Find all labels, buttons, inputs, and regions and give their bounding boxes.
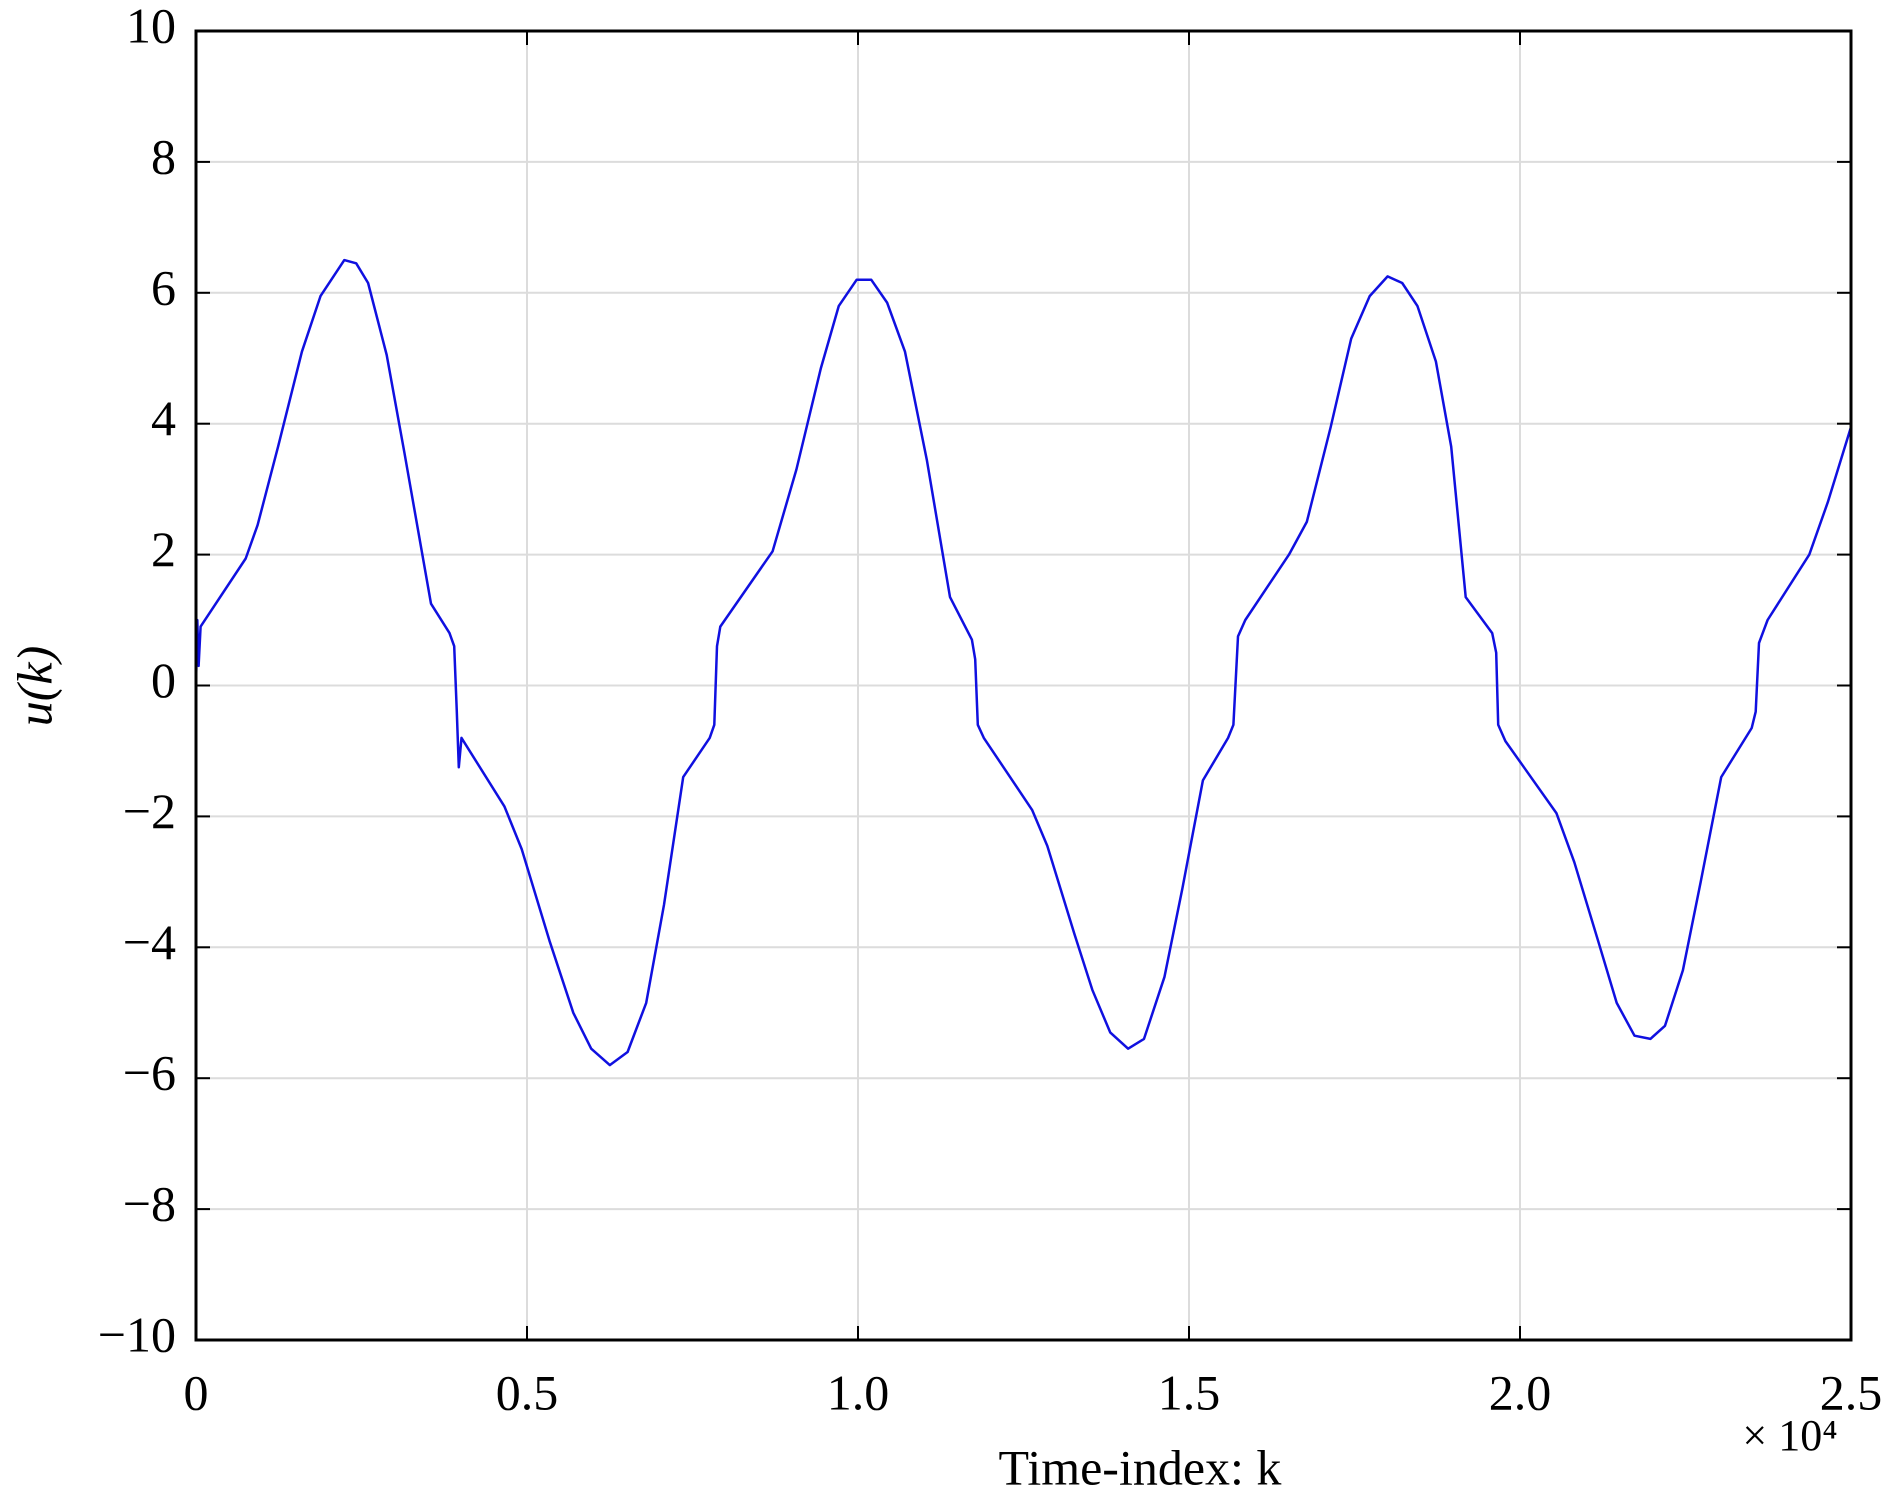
data-line <box>194 258 1853 1067</box>
x-tick-label: 1.0 <box>827 1364 890 1420</box>
y-tick-label: −10 <box>98 1306 176 1362</box>
y-tick-label: 2 <box>151 521 176 577</box>
y-tick-label: 10 <box>126 0 176 53</box>
y-tick-label: −2 <box>123 783 176 839</box>
x-tick-label: 0.5 <box>496 1364 559 1420</box>
y-tick-label: 0 <box>151 652 176 708</box>
x-tick-label: 1.5 <box>1158 1364 1221 1420</box>
x-tick-label: 2.5 <box>1820 1364 1883 1420</box>
x-tick-label: 2.0 <box>1489 1364 1552 1420</box>
x-tick-label: 0 <box>184 1364 209 1420</box>
y-tick-label: 6 <box>151 259 176 315</box>
plot-frame <box>194 29 1853 1342</box>
y-tick-label: −4 <box>123 914 176 970</box>
x-multiplier: × 10⁴ <box>1742 1411 1837 1460</box>
y-tick-label: 4 <box>151 390 176 446</box>
y-tick-label: −6 <box>123 1045 176 1101</box>
y-axis-label: u(k) <box>6 646 62 727</box>
x-axis-label: Time-index: k <box>999 1439 1282 1495</box>
y-tick-label: −8 <box>123 1176 176 1232</box>
y-tick-label: 8 <box>151 128 176 184</box>
